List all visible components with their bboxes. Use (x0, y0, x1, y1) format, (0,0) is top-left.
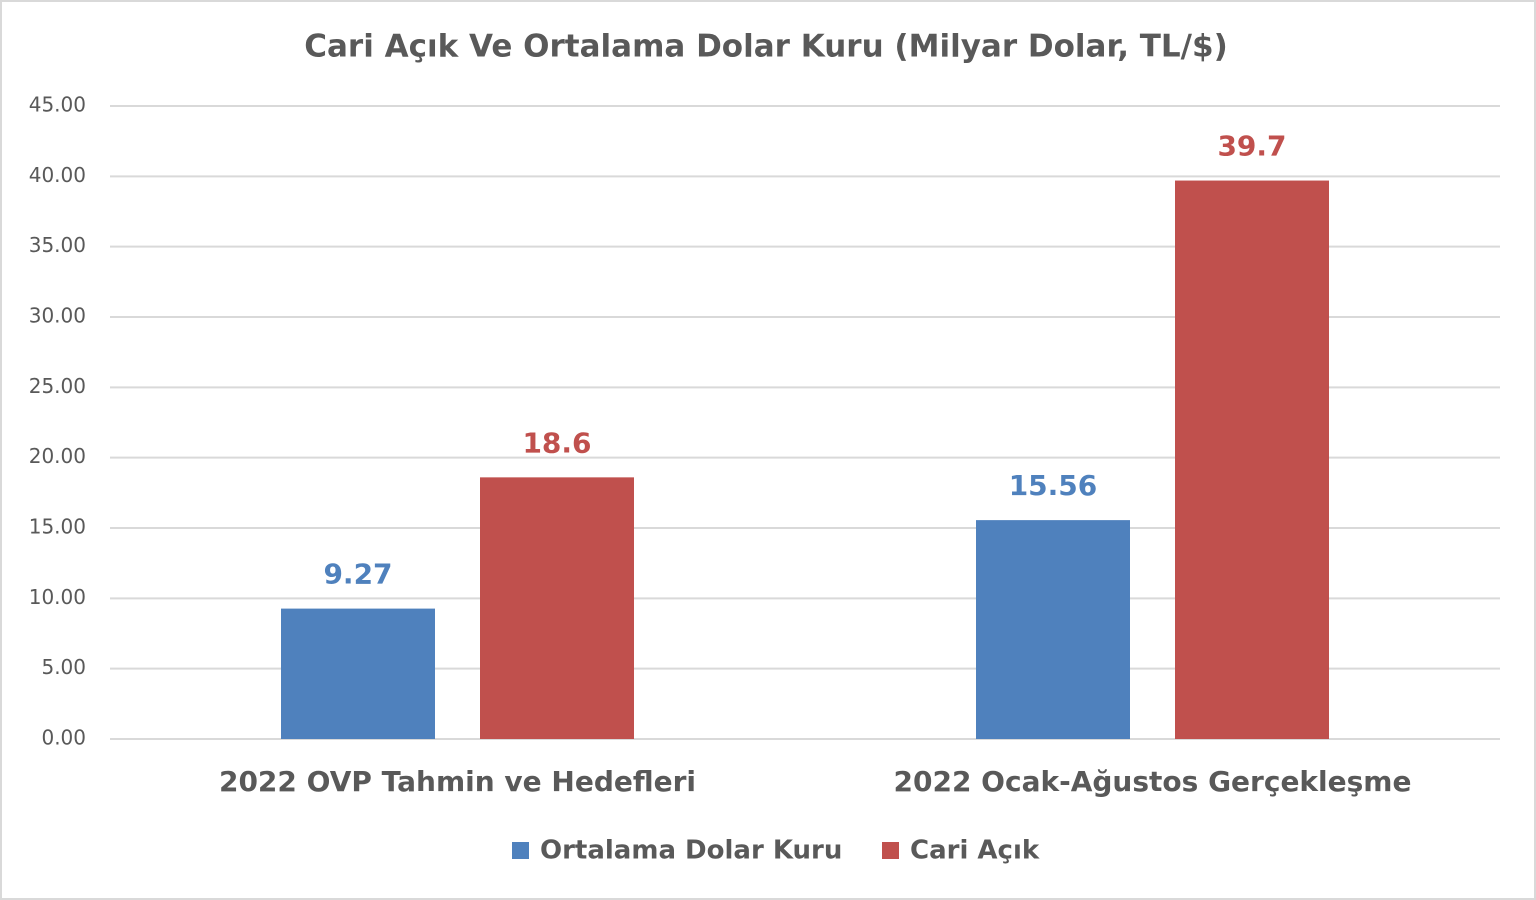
data-label: 18.6 (522, 426, 591, 459)
data-label: 9.27 (323, 558, 392, 591)
data-label: 39.7 (1217, 130, 1286, 163)
x-tick-label: 2022 OVP Tahmin ve Hedefleri (219, 765, 696, 798)
data-label: 15.56 (1009, 469, 1098, 502)
legend-swatch (882, 842, 899, 859)
y-tick-label: 30.00 (29, 304, 86, 328)
y-tick-label: 35.00 (29, 233, 86, 257)
y-tick-label: 45.00 (29, 93, 86, 117)
y-tick-label: 5.00 (41, 655, 86, 679)
y-tick-label: 40.00 (29, 163, 86, 187)
y-tick-label: 25.00 (29, 374, 86, 398)
y-tick-label: 10.00 (29, 585, 86, 609)
chart-title: Cari Açık Ve Ortalama Dolar Kuru (Milyar… (304, 29, 1228, 65)
y-tick-label: 20.00 (29, 444, 86, 468)
bar (480, 477, 634, 739)
bar (1175, 180, 1329, 739)
legend-swatch (512, 842, 529, 859)
y-tick-label: 0.00 (41, 726, 86, 750)
legend-label: Cari Açık (910, 836, 1040, 866)
legend-label: Ortalama Dolar Kuru (540, 836, 842, 866)
y-tick-label: 15.00 (29, 515, 86, 539)
bar (281, 608, 435, 739)
bar (976, 520, 1130, 739)
x-tick-label: 2022 Ocak-Ağustos Gerçekleşme (894, 765, 1412, 798)
